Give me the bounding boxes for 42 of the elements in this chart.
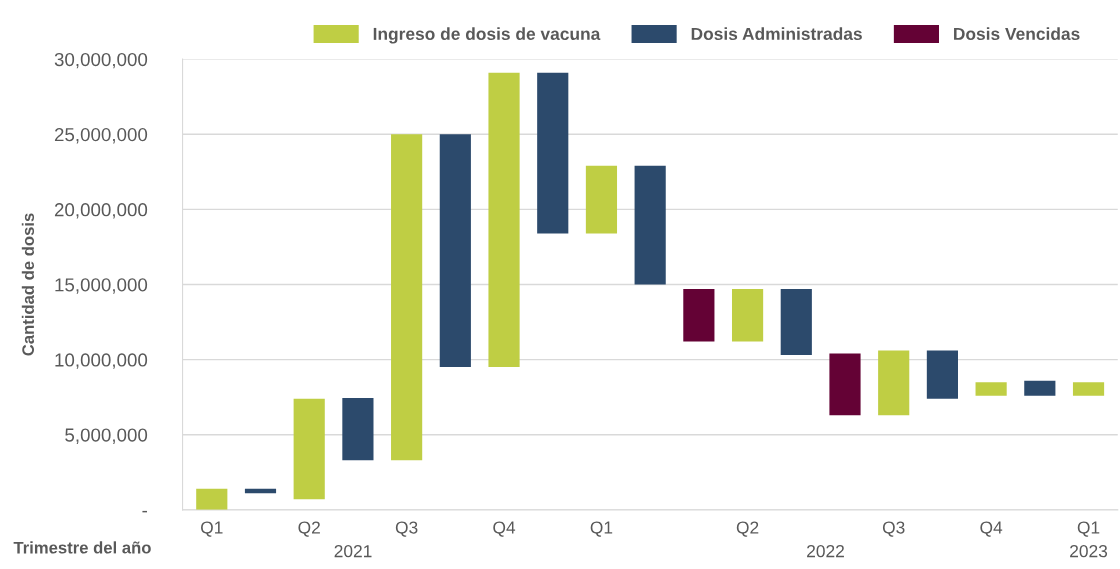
x-tick-label: Q2 — [298, 521, 320, 537]
y-axis-title: Cantidad de dosis — [21, 213, 35, 356]
x-tick-label: Q1 — [1077, 521, 1100, 537]
y-tick-label: 20,000,000 — [54, 203, 148, 219]
text: 2022 — [807, 545, 844, 558]
bar — [391, 134, 423, 461]
x-tick-label: Q3 — [882, 521, 905, 537]
y-tick-label: 30,000,000 — [54, 52, 148, 69]
x-tick-label: Q2 — [736, 521, 759, 537]
legend-label: Dosis Vencidas — [954, 27, 1080, 41]
bar — [439, 134, 471, 368]
bar — [829, 353, 861, 416]
bar — [975, 382, 1007, 396]
bar — [585, 165, 618, 234]
text: 2021 — [334, 545, 372, 558]
x-tick-label: Q4 — [493, 521, 516, 537]
legend-label: Dosis Administradas — [691, 27, 862, 41]
bar — [488, 72, 520, 368]
legend-label: Ingreso de dosis de vacuna — [373, 27, 601, 44]
bar — [634, 165, 666, 285]
bar — [1072, 382, 1105, 396]
bar — [342, 397, 374, 461]
x-tick-label: Q3 — [395, 521, 418, 537]
x-tick-label: Q1 — [590, 521, 613, 537]
text: 2023 — [1070, 545, 1108, 558]
bar — [926, 350, 958, 399]
bar — [293, 398, 325, 500]
bar — [731, 289, 764, 342]
bar — [196, 488, 228, 510]
y-tick-label: 10,000,000 — [55, 353, 148, 369]
bar — [537, 72, 569, 234]
y-tick-label: - — [142, 510, 148, 513]
x-axis-title: Trimestre del año — [13, 541, 151, 554]
y-tick-label: 5,000,000 — [65, 428, 148, 444]
bar — [1024, 380, 1056, 396]
bar — [683, 289, 715, 342]
bar — [878, 350, 910, 416]
y-tick-label: 15,000,000 — [55, 278, 148, 294]
x-tick-label: Q1 — [201, 521, 223, 537]
y-tick-label: 25,000,000 — [54, 127, 148, 144]
x-tick-label: Q4 — [980, 521, 1003, 537]
bar — [780, 289, 812, 356]
